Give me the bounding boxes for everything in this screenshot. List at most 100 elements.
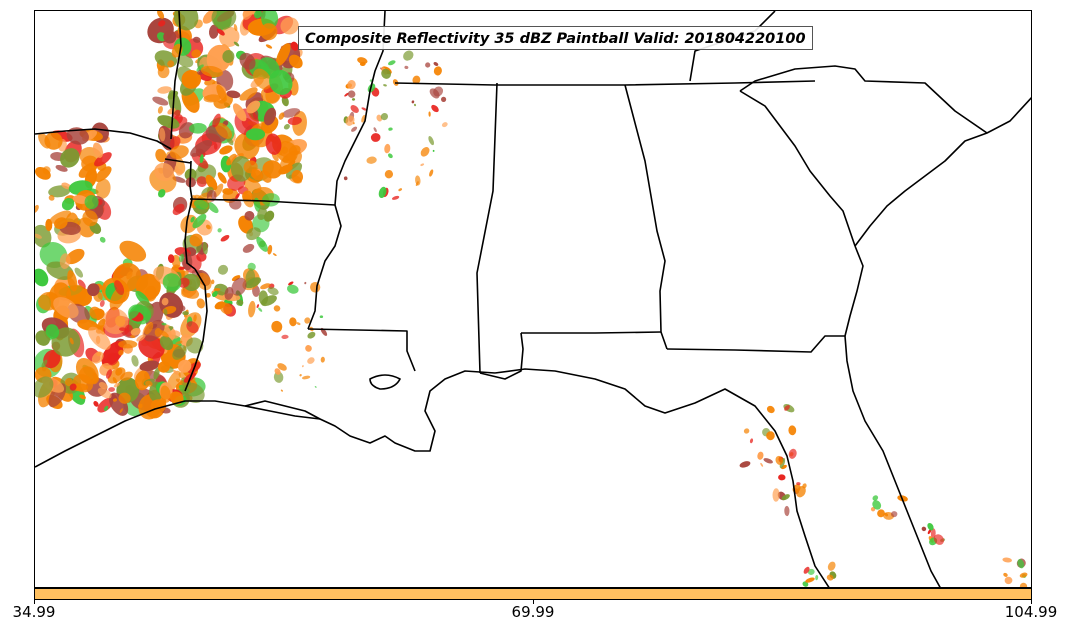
reflectivity-blob xyxy=(319,315,324,318)
reflectivity-blob xyxy=(92,142,104,158)
reflectivity-blob xyxy=(273,371,284,383)
reflectivity-blob xyxy=(79,394,86,400)
reflectivity-blob xyxy=(69,337,74,345)
reflectivity-blob xyxy=(884,512,889,517)
reflectivity-blob xyxy=(177,359,192,373)
reflectivity-blob xyxy=(224,286,234,300)
reflectivity-blob xyxy=(154,328,162,337)
reflectivity-blob xyxy=(74,267,84,278)
reflectivity-blob xyxy=(144,321,154,335)
reflectivity-blob xyxy=(131,355,139,367)
reflectivity-blob xyxy=(97,318,106,330)
reflectivity-blob xyxy=(167,90,179,100)
reflectivity-blob xyxy=(827,561,836,571)
reflectivity-blob xyxy=(35,224,52,248)
reflectivity-blob xyxy=(391,195,400,200)
reflectivity-blob xyxy=(69,383,77,391)
reflectivity-blob xyxy=(760,462,764,467)
reflectivity-blob xyxy=(45,324,60,339)
reflectivity-blob xyxy=(347,80,356,90)
reflectivity-blob xyxy=(739,461,751,468)
florida-panhandle-coast xyxy=(494,368,830,587)
reflectivity-blob xyxy=(263,107,277,126)
reflectivity-blob xyxy=(72,195,88,204)
reflectivity-blob xyxy=(49,210,72,224)
mississippi-alabama-border xyxy=(476,82,498,374)
reflectivity-blob xyxy=(429,169,434,177)
reflectivity-blob xyxy=(1019,572,1028,578)
reflectivity-blob xyxy=(153,367,160,380)
reflectivity-blob xyxy=(276,43,291,66)
reflectivity-blob xyxy=(278,164,293,175)
reflectivity-blob xyxy=(781,494,790,501)
reflectivity-blob xyxy=(214,301,226,310)
reflectivity-blob xyxy=(53,297,79,319)
reflectivity-blob xyxy=(64,378,74,387)
reflectivity-blob xyxy=(190,216,195,223)
reflectivity-blob xyxy=(217,172,227,184)
reflectivity-blob xyxy=(196,298,205,309)
reflectivity-blob xyxy=(763,458,773,464)
reflectivity-blob xyxy=(784,405,790,411)
reflectivity-blob xyxy=(262,160,283,179)
reflectivity-blob xyxy=(172,344,187,360)
reflectivity-blob xyxy=(108,387,115,392)
reflectivity-blob xyxy=(248,300,256,318)
reflectivity-blob xyxy=(826,574,834,581)
reflectivity-blob xyxy=(84,195,99,210)
colorbar-tick-mark xyxy=(1031,600,1032,604)
reflectivity-blob xyxy=(239,87,258,101)
reflectivity-blob xyxy=(778,474,786,481)
reflectivity-blob xyxy=(217,264,229,275)
reflectivity-blob xyxy=(186,337,204,354)
colorbar-tick-label-min: 34.99 xyxy=(12,603,56,621)
reflectivity-blob xyxy=(95,178,111,199)
reflectivity-blob xyxy=(217,228,222,233)
reflectivity-blob xyxy=(138,335,165,359)
colorbar-tick-mark xyxy=(34,600,35,604)
reflectivity-blob xyxy=(99,236,106,243)
reflectivity-blob xyxy=(129,334,136,339)
reflectivity-blob xyxy=(314,386,317,388)
reflectivity-blob xyxy=(35,167,51,180)
reflectivity-blob xyxy=(189,233,203,247)
reflectivity-blob xyxy=(320,327,328,336)
reflectivity-blob xyxy=(231,275,241,282)
reflectivity-blob xyxy=(420,146,430,157)
reflectivity-blob xyxy=(256,236,268,252)
reflectivity-blob xyxy=(428,111,431,117)
reflectivity-blob xyxy=(280,389,284,392)
reflectivity-blob xyxy=(118,340,138,349)
reflectivity-blob xyxy=(43,349,61,369)
reflectivity-blob xyxy=(278,112,285,120)
reflectivity-blob xyxy=(199,154,204,164)
reflectivity-blob xyxy=(383,84,387,87)
reflectivity-blob xyxy=(205,174,218,191)
reflectivity-blob xyxy=(256,304,259,309)
reflectivity-blob xyxy=(370,133,381,142)
reflectivity-blob xyxy=(775,455,784,465)
reflectivity-blob xyxy=(1019,582,1028,587)
reflectivity-blob xyxy=(192,214,207,229)
reflectivity-blob xyxy=(163,30,177,44)
reflectivity-blob xyxy=(242,243,255,253)
map-title: Composite Reflectivity 35 dBZ Paintball … xyxy=(298,26,813,50)
reflectivity-blob xyxy=(803,566,810,574)
reflectivity-blob xyxy=(296,322,301,325)
reflectivity-blob xyxy=(796,482,801,486)
reflectivity-blob xyxy=(107,352,120,366)
reflectivity-blob xyxy=(212,113,221,128)
reflectivity-blob xyxy=(169,391,184,405)
reflectivity-blob xyxy=(1002,557,1012,563)
texas-coast xyxy=(35,400,321,468)
reflectivity-blob xyxy=(1003,572,1008,577)
mississippi-north-border xyxy=(189,198,336,206)
reflectivity-blob xyxy=(244,210,255,221)
reflectivity-blob xyxy=(120,371,133,381)
reflectivity-blob xyxy=(258,290,269,305)
reflectivity-blob xyxy=(304,317,311,324)
reflectivity-blob xyxy=(930,528,936,539)
reflectivity-blob xyxy=(281,96,289,107)
reflectivity-blob xyxy=(190,139,213,157)
reflectivity-blob xyxy=(243,160,258,174)
